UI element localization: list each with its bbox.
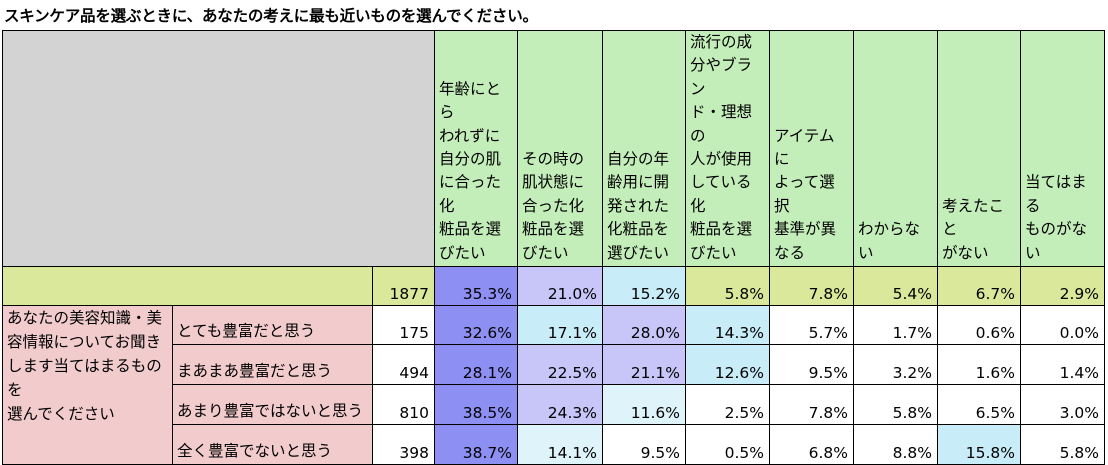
total-n: 1877 [372, 266, 435, 307]
cell-value: 6.8% [769, 424, 854, 465]
text-line: よって選択 [774, 173, 835, 215]
text-line: わからない [858, 220, 921, 262]
text-line: ものがない [1025, 220, 1088, 262]
text-line: ド・理想の [690, 103, 753, 145]
text-line: 当てはまる [1025, 173, 1087, 215]
cell-value: 1.7% [853, 305, 938, 346]
total-value: 5.4% [853, 266, 938, 307]
column-header: わからない [853, 29, 938, 268]
question-group-label: あなたの美容知識・美 容情報についてお聞きします当てはまるものを選んでください [2, 305, 173, 465]
cell-value: 2.5% [685, 384, 770, 426]
row-n: 175 [372, 305, 435, 346]
column-header: アイテムに よって選択基準が異なる [769, 29, 854, 268]
text-line: に合った化 [439, 173, 502, 215]
cell-value: 6.5% [937, 384, 1021, 426]
text-line: 粧品を選 [439, 220, 502, 239]
text-line: 肌状態に [522, 173, 585, 192]
cell-value: 0.5% [685, 424, 770, 465]
text-line: 齢用に開 [607, 173, 670, 192]
text-line: 分やブラン [690, 56, 753, 98]
cell-value: 38.5% [434, 384, 518, 426]
cell-value: 5.7% [769, 305, 854, 346]
crosstab-table: 年齢にとら われずに 自分の肌 に合った化 粧品を選 びたい その時の 肌状態に 合った化 粧品を… [2, 29, 1105, 465]
cell-value: 9.5% [602, 424, 686, 465]
cell-value: 14.1% [517, 424, 603, 465]
cell-value: 7.8% [769, 384, 854, 426]
text-line: 粧品を選 [522, 220, 585, 239]
text-line: 考えたこと [942, 196, 1005, 239]
cell-value: 28.1% [434, 344, 518, 386]
cell-value: 15.8% [937, 424, 1021, 465]
text-line: がない [942, 243, 989, 262]
text-line: 基準が異 [774, 220, 837, 239]
cell-value: 8.8% [853, 424, 938, 465]
text-line: アイテムに [774, 126, 835, 169]
total-value: 2.9% [1020, 266, 1105, 307]
cell-value: 0.6% [937, 305, 1021, 346]
column-header: 流行の成分やブランド・理想の人が使用している化粧品を選びたい [685, 29, 770, 268]
cell-value: 32.6% [434, 305, 518, 346]
column-header: その時の肌状態に合った化粧品を選びたい [517, 29, 603, 268]
cell-value: 17.1% [517, 305, 603, 346]
text-line: 自分の肌 [439, 150, 502, 169]
row-label: 全く豊富でないと思う [172, 424, 373, 465]
total-value: 15.2% [602, 266, 686, 307]
text-line: あなたの美容知識・美 [7, 309, 163, 328]
total-value: 6.7% [937, 266, 1021, 307]
total-value: 35.3% [434, 266, 518, 307]
text-line: びたい [690, 243, 737, 262]
row-label: とても豊富だと思う [172, 305, 373, 346]
column-header: 年齢にとらわれずに自分の肌に合った化粧品を選びたい [434, 29, 518, 268]
column-header: 当てはまるものがない [1020, 29, 1105, 268]
text-line: びたい [439, 243, 486, 262]
cell-value: 21.1% [602, 344, 686, 386]
cell-value: 14.3% [685, 305, 770, 346]
column-header: 考えたこと がない [937, 29, 1021, 268]
total-value: 5.8% [685, 266, 770, 307]
text-line: 発された [607, 196, 670, 215]
row-label: まあまあ豊富だと思う [172, 344, 373, 386]
text-line: している化 [690, 173, 752, 215]
text-line: 合った化 [522, 196, 585, 215]
text-line: われずに [439, 126, 501, 145]
cell-value: 9.5% [769, 344, 854, 386]
cell-value: 5.8% [1020, 424, 1105, 465]
cell-value: 0.0% [1020, 305, 1105, 346]
text-line: 年齢にとら [439, 79, 502, 122]
text-line: します当てはまるものを [7, 357, 162, 400]
row-label: あまり豊富ではないと思う [172, 384, 373, 426]
row-n: 494 [372, 344, 435, 386]
text-line: 人が使用 [690, 150, 753, 169]
text-line: なる [774, 243, 806, 262]
column-header: 自分の年齢用に開発された化粧品を選びたい [602, 29, 686, 268]
page-title: スキンケア品を選ぶときに、あなたの考えに最も近いものを選んでください。 [4, 7, 538, 25]
row-n: 810 [372, 384, 435, 426]
total-value: 21.0% [517, 266, 603, 307]
cell-value: 1.6% [937, 344, 1021, 386]
text-line: 流行の成 [690, 33, 753, 51]
text-line: びたい [522, 243, 569, 262]
cell-value: 3.0% [1020, 384, 1105, 426]
cell-value: 3.2% [853, 344, 938, 386]
text-line: 自分の年 [607, 150, 670, 169]
cell-value: 38.7% [434, 424, 518, 465]
text-line: 選びたい [607, 243, 670, 262]
text-line: 容情報についてお聞き [7, 333, 162, 352]
text-line: 化粧品を [607, 220, 670, 239]
cell-value: 28.0% [602, 305, 686, 346]
text-line: 粧品を選 [690, 220, 753, 239]
total-value: 7.8% [769, 266, 854, 307]
total-label-cell [2, 266, 373, 307]
cell-value: 24.3% [517, 384, 603, 426]
cell-value: 5.8% [853, 384, 938, 426]
cell-value: 1.4% [1020, 344, 1105, 386]
cell-value: 11.6% [602, 384, 686, 426]
cell-value: 22.5% [517, 344, 603, 386]
header-blank-cell [2, 29, 435, 268]
row-n: 398 [372, 424, 435, 465]
text-line: その時の [522, 150, 585, 169]
cell-value: 12.6% [685, 344, 770, 386]
text-line: 選んでください [7, 405, 115, 424]
